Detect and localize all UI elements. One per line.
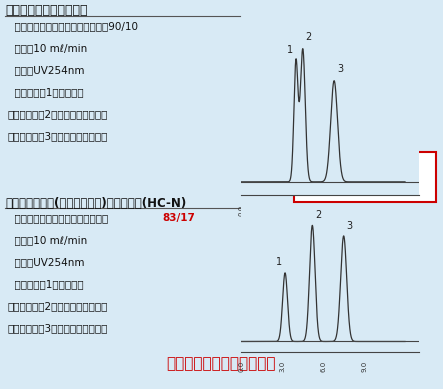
Text: ・一般シリカゲルカラム: ・一般シリカゲルカラム — [5, 4, 88, 17]
Text: 9.0: 9.0 — [361, 361, 367, 372]
Text: 6.0: 6.0 — [320, 361, 326, 372]
Text: サンプル：1）トルエン: サンプル：1）トルエン — [8, 279, 84, 289]
Text: 流速：10 mℓ/min: 流速：10 mℓ/min — [8, 235, 87, 245]
Text: 1: 1 — [287, 45, 293, 55]
Text: 1: 1 — [276, 258, 282, 268]
Text: 3: 3 — [337, 64, 343, 74]
Text: 6.0: 6.0 — [320, 205, 326, 216]
Text: 3: 3 — [346, 221, 353, 231]
Text: 3.0: 3.0 — [280, 361, 285, 372]
Text: 2）フタル酸ジブチル: 2）フタル酸ジブチル — [8, 109, 109, 119]
FancyBboxPatch shape — [294, 152, 436, 202]
Text: 0.0: 0.0 — [238, 361, 245, 372]
Text: サンプル：1）トルエン: サンプル：1）トルエン — [8, 87, 84, 97]
Text: 0.0: 0.0 — [238, 205, 245, 216]
Text: 83/17: 83/17 — [162, 213, 195, 223]
Text: 3）フタル酸ジエチル: 3）フタル酸ジエチル — [8, 323, 109, 333]
Text: 酢酸エチルの濃度を
上げることができる: 酢酸エチルの濃度を 上げることができる — [341, 166, 389, 188]
Text: 検出：UV254nm: 検出：UV254nm — [8, 65, 85, 75]
Text: ・プレセップ＊(ルアーロック)シリカゲル(HC-N): ・プレセップ＊(ルアーロック)シリカゲル(HC-N) — [5, 197, 186, 210]
Text: 9.0: 9.0 — [361, 205, 367, 216]
Text: 3）フタル酸ジエチル: 3）フタル酸ジエチル — [8, 131, 109, 141]
Text: 3.0: 3.0 — [280, 205, 285, 216]
Text: 2: 2 — [306, 32, 312, 42]
Text: 難溶解性成分の精製に有効: 難溶解性成分の精製に有効 — [166, 356, 276, 371]
Text: 流速：10 mℓ/min: 流速：10 mℓ/min — [8, 43, 87, 53]
Text: 検出：UV254nm: 検出：UV254nm — [8, 257, 85, 267]
Text: 移動相：ヘキサン／酢酸エチル＝90/10: 移動相：ヘキサン／酢酸エチル＝90/10 — [8, 21, 138, 31]
Text: 2）フタル酸ジブチル: 2）フタル酸ジブチル — [8, 301, 109, 311]
Text: 12.0: 12.0 — [402, 205, 408, 220]
Text: 2: 2 — [315, 210, 321, 220]
Text: 移動相：ヘキサン／酢酸エチル＝: 移動相：ヘキサン／酢酸エチル＝ — [8, 213, 108, 223]
